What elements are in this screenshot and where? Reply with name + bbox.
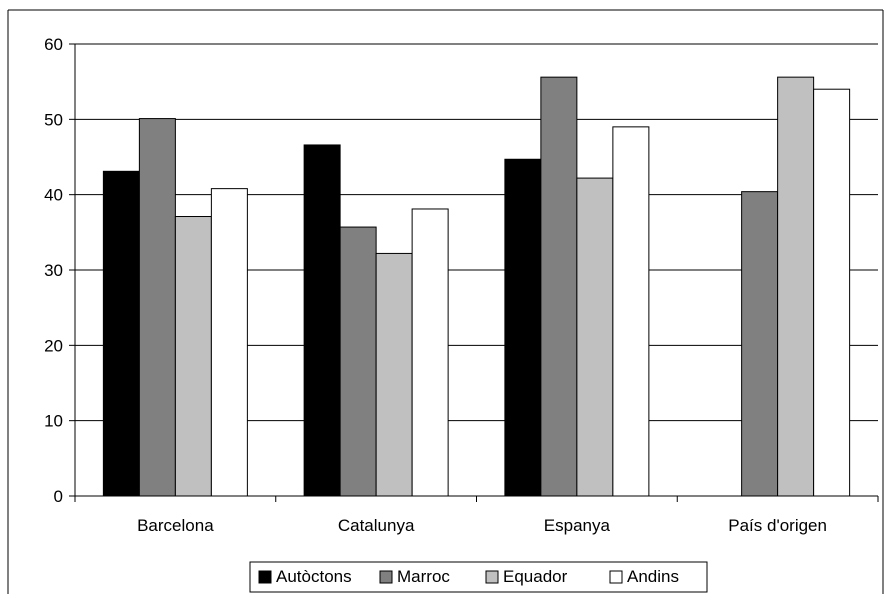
y-tick-label: 0	[54, 487, 63, 506]
bar-equador-1	[174, 216, 212, 497]
bar-autoctons-3	[504, 158, 542, 497]
bars-group	[102, 76, 851, 497]
bar-marroc-1	[138, 118, 176, 497]
axes-group	[69, 43, 879, 502]
legend-swatch-andins	[609, 570, 623, 584]
legend-box	[249, 561, 708, 593]
legend-swatch-autoctons	[258, 570, 272, 584]
legend-label-autoctons: Autòctons	[276, 567, 352, 586]
bar-andins-1	[210, 188, 248, 497]
x-tick-label: País d'origen	[728, 516, 827, 535]
bar-marroc-3	[540, 76, 578, 497]
legend-label-marroc: Marroc	[397, 567, 450, 586]
bar-andins-4	[813, 88, 851, 497]
bar-marroc-2	[339, 226, 377, 497]
y-tick-label: 40	[44, 186, 63, 205]
x-tick-label: Barcelona	[137, 516, 214, 535]
legend-swatch-marroc	[379, 570, 393, 584]
x-tick-label: Catalunya	[338, 516, 415, 535]
y-tick-label: 10	[44, 412, 63, 431]
y-tick-label: 60	[44, 35, 63, 54]
bar-equador-2	[375, 252, 413, 497]
bar-autoctons-2	[303, 144, 341, 497]
y-tick-labels: 0 10 20 30 40 50 60	[44, 35, 63, 506]
bar-andins-2	[411, 208, 449, 497]
y-tick-label: 50	[44, 110, 63, 129]
bar-equador-4	[777, 76, 815, 497]
legend-label-andins: Andins	[627, 567, 679, 586]
bar-equador-3	[576, 177, 614, 497]
legend-label-equador: Equador	[503, 567, 568, 586]
bar-andins-3	[612, 126, 650, 497]
x-tick-label: Espanya	[544, 516, 611, 535]
y-tick-label: 20	[44, 336, 63, 355]
bar-autoctons-1	[102, 170, 140, 497]
bar-marroc-4	[741, 191, 779, 497]
y-tick-label: 30	[44, 261, 63, 280]
legend: Autòctons Marroc Equador Andins	[249, 561, 708, 593]
legend-swatch-equador	[485, 570, 499, 584]
x-tick-labels: Barcelona Catalunya Espanya País d'origen	[137, 516, 827, 535]
